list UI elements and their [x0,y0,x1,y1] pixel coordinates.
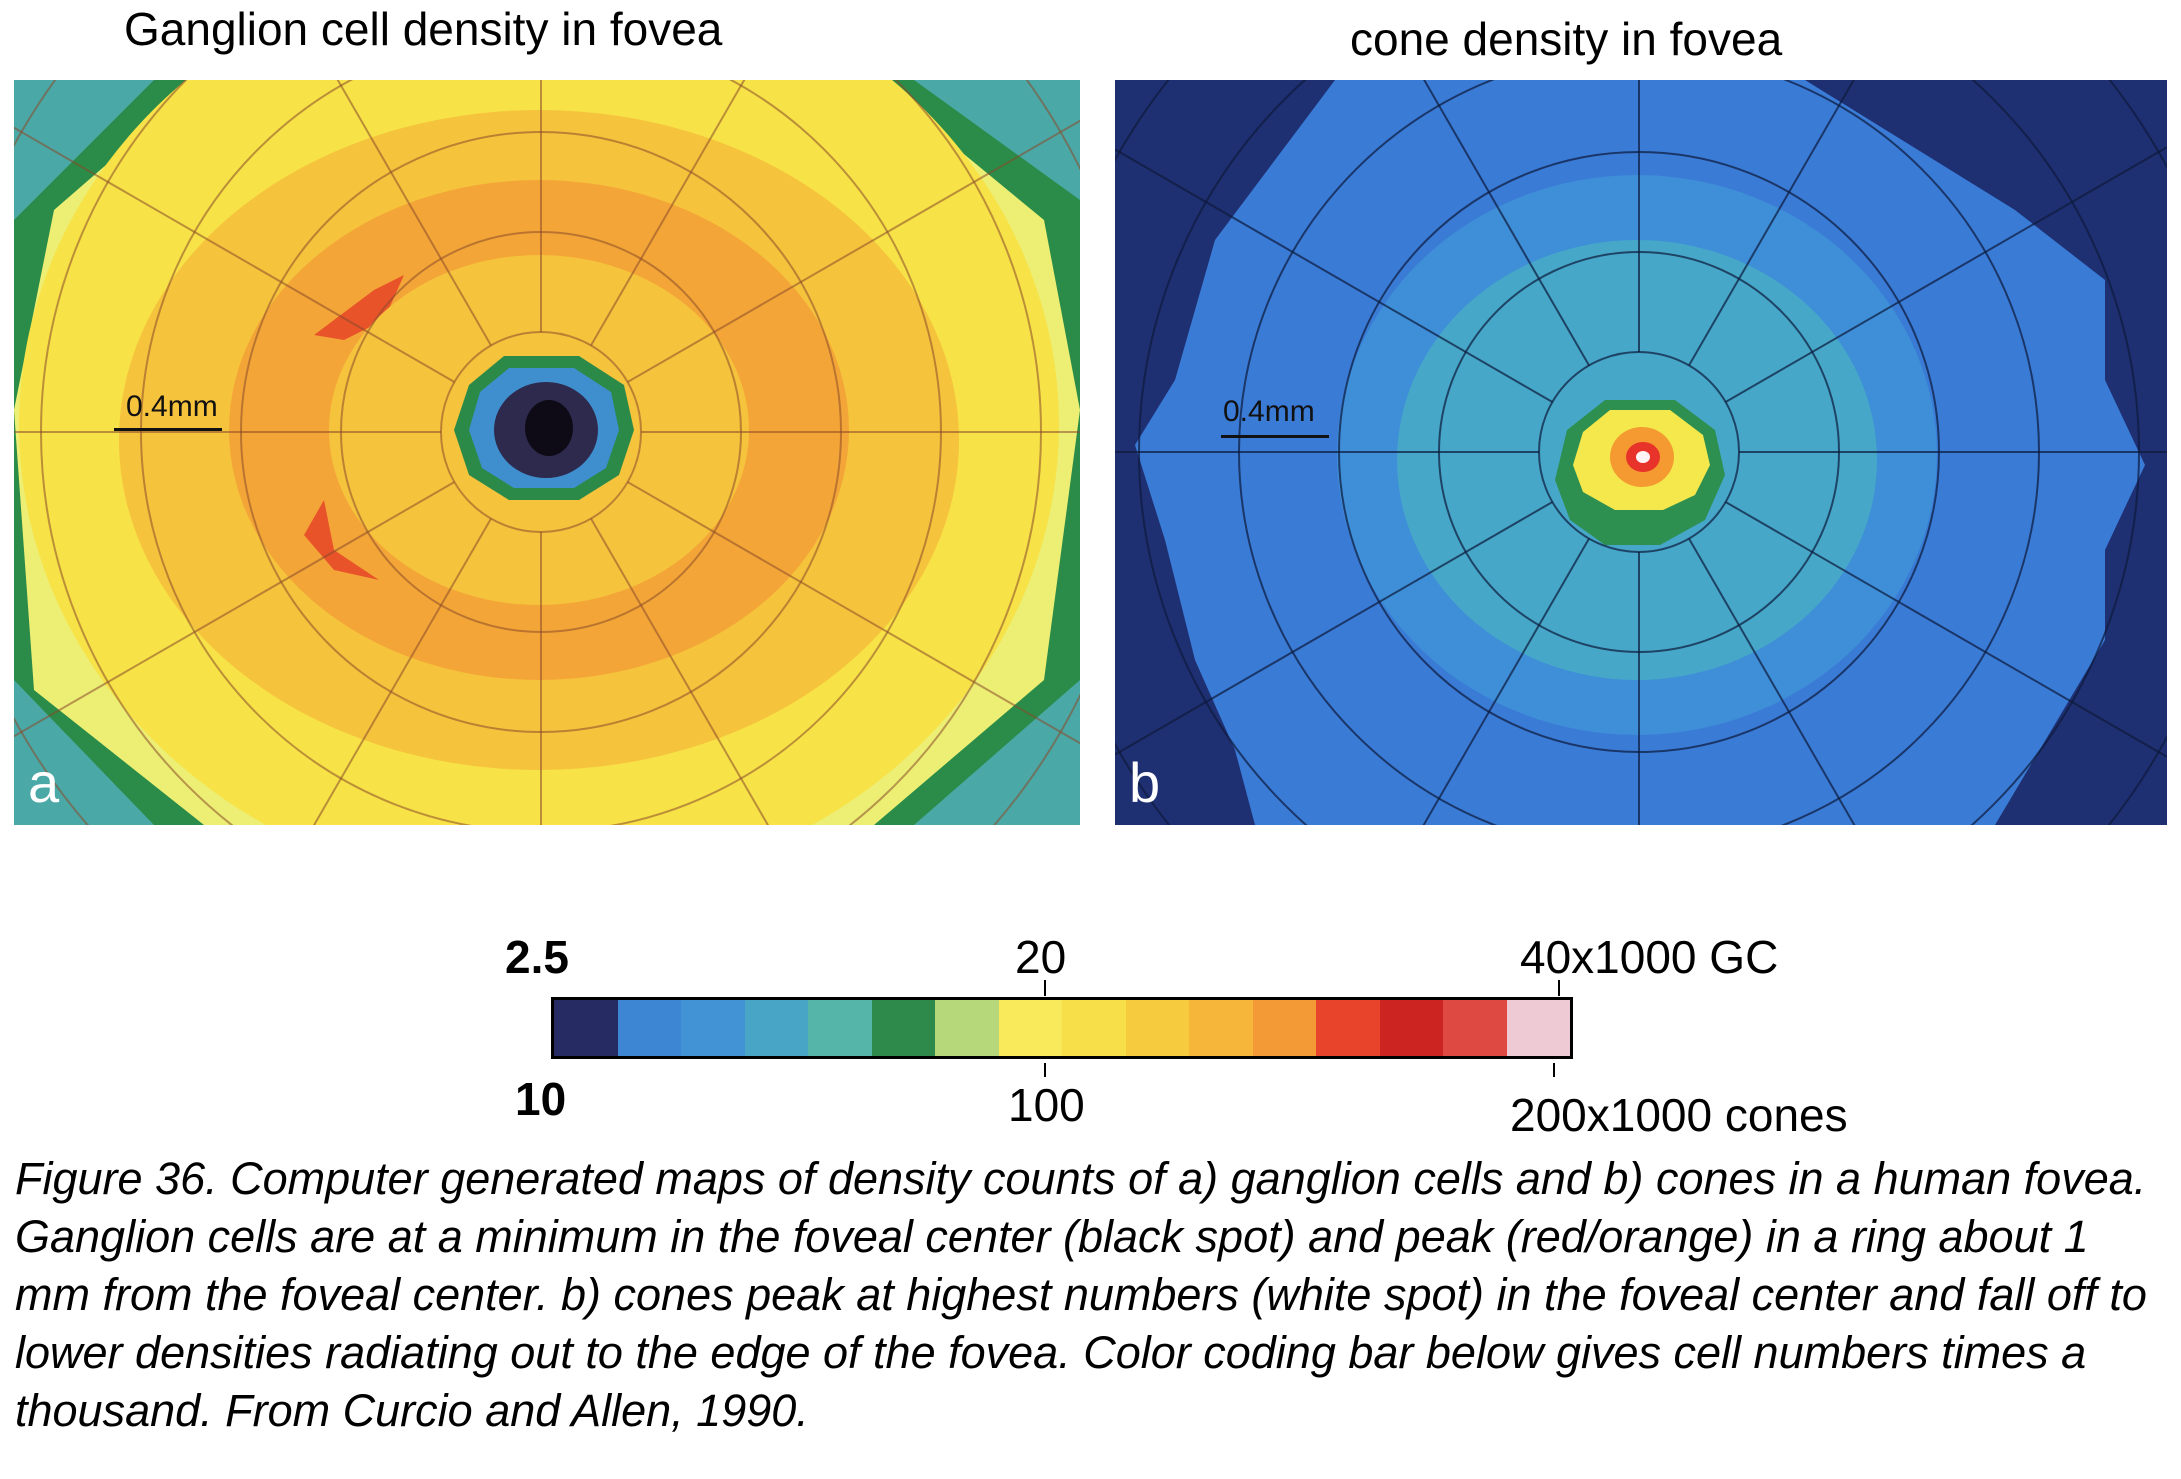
colorbar-segment [1189,1000,1253,1056]
grid-spoke [1688,538,1856,825]
panel-b-title: cone density in fovea [1350,13,1783,65]
grid-spoke [590,518,770,825]
colorbar-bottom-max-value: 200 [1510,1089,1587,1141]
colorbar-top-label-mid: 20 [1015,931,1067,983]
ganglion-density-map: 0.4mm a [14,80,1080,825]
grid-spoke [1725,146,2167,403]
grid-spoke [1115,148,1553,403]
colorbar-top-max-value: 40 [1520,931,1572,983]
grid-spoke [1422,538,1590,825]
grid-spoke [336,80,492,346]
colorbar-segment [1506,1000,1570,1056]
colorbar-top-label-max: 40x1000 GC [1520,930,1778,984]
grid-spoke [627,119,1080,383]
colorbar-segment [871,1000,935,1056]
grid-spoke [1688,80,1855,366]
cone-density-map: 0.4mm b [1115,80,2167,825]
grid-spoke [312,518,492,825]
center-black-spot [525,400,573,456]
colorbar-segment [744,1000,808,1056]
panel-a-title: Ganglion cell density in fovea [124,3,723,55]
grid-spoke [1725,501,2167,758]
ganglion-density-svg [14,80,1080,825]
grid-spoke [1115,501,1553,756]
colorbar [551,997,1573,1059]
colorbar-segment [554,1000,618,1056]
red-patch [314,275,404,340]
cone-density-svg [1115,80,2167,825]
colorbar-segment [935,1000,999,1056]
polar-grid [1115,80,2167,825]
panel-a-letter: a [28,751,60,814]
colorbar-segment [1252,1000,1316,1056]
grid-spoke [627,481,1080,745]
colorbar-top-label-min: 2.5 [505,931,569,983]
colorbar-bottom-label-max: 200x1000 cones [1510,1088,1848,1142]
colorbar-segment [1125,1000,1189,1056]
colorbar-top-unit: x1000 GC [1571,931,1779,983]
colorbar-bottom-label-mid: 100 [1008,1079,1085,1131]
colorbar-top-tick-max [1558,980,1560,996]
colorbar-segment [1443,1000,1507,1056]
panel-b-letter: b [1129,751,1161,814]
colorbar-segment [998,1000,1062,1056]
white-peak-spot [1636,451,1650,463]
colorbar-segment [617,1000,681,1056]
polar-grid [14,80,1080,825]
scale-label-a: 0.4mm [126,390,218,423]
colorbar-segment [1379,1000,1443,1056]
colorbar-bottom-tick-mid [1044,1063,1046,1077]
scale-line-b [1221,435,1329,438]
colorbar-segment [808,1000,872,1056]
colorbar-bottom-unit: x1000 cones [1586,1089,1848,1141]
scale-label-b: 0.4mm [1223,395,1315,428]
colorbar-segment [681,1000,745,1056]
grid-spoke [14,481,455,738]
grid-spoke [14,126,455,383]
scale-line-a [114,428,222,431]
colorbar-top-tick-mid [1044,980,1046,996]
colorbar-segment [1062,1000,1126,1056]
figure-caption: Figure 36. Computer generated maps of de… [15,1153,2147,1436]
colorbar-bottom-tick-max [1553,1063,1555,1077]
colorbar-segment [1316,1000,1380,1056]
red-patch [304,500,379,580]
colorbar-bottom-label-min: 10 [515,1073,567,1125]
grid-spoke [1423,80,1590,366]
grid-spoke [590,80,746,346]
